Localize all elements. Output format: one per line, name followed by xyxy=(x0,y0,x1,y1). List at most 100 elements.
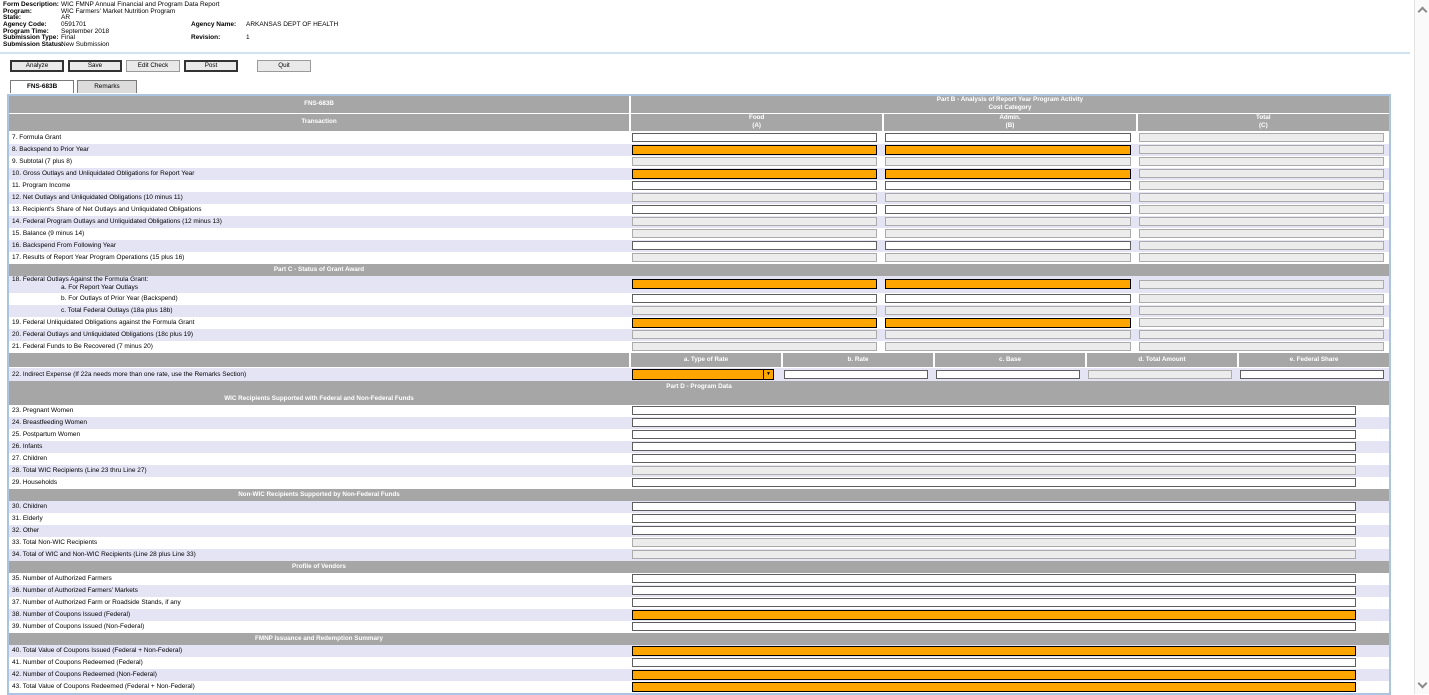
form-id-header-text: FNS-683B xyxy=(304,100,334,108)
input-line-31[interactable] xyxy=(632,514,1356,524)
row-fields-35 xyxy=(629,574,1389,584)
cell-29-value xyxy=(629,478,1389,488)
cell-10-total-c xyxy=(1136,169,1389,179)
input-line-9-admin-b xyxy=(885,157,1131,167)
dropdown-arrow-icon[interactable]: ▼ xyxy=(763,369,773,379)
cell-43-value xyxy=(629,681,1389,692)
input-line-43[interactable] xyxy=(632,681,1356,692)
row-fields-31 xyxy=(629,514,1389,524)
row-29: 29. Households xyxy=(9,476,1389,489)
cell-12-food-a xyxy=(629,193,882,203)
row-8: 8. Backspend to Prior Year xyxy=(9,143,1389,156)
input-line-22-rate[interactable] xyxy=(784,369,928,379)
row-15: 15. Balance (9 minus 14) xyxy=(9,227,1389,240)
row-label-37: 37. Number of Authorized Farm or Roadsid… xyxy=(12,599,181,607)
input-line-26[interactable] xyxy=(632,442,1356,452)
input-line-18b-admin-b[interactable] xyxy=(885,294,1131,304)
row-label-16: 16. Backspend From Following Year xyxy=(12,242,117,250)
input-line-41[interactable] xyxy=(632,658,1356,668)
cell-8-admin-b xyxy=(882,144,1135,155)
analyze-button[interactable]: Analyze xyxy=(10,59,64,72)
input-line-38[interactable] xyxy=(632,609,1356,620)
cell-13-food-a xyxy=(629,205,882,215)
row-label-23: 23. Pregnant Women xyxy=(12,407,74,415)
cell-20-admin-b xyxy=(882,330,1135,340)
input-line-29[interactable] xyxy=(632,478,1356,488)
input-line-24[interactable] xyxy=(632,418,1356,428)
rate-header-blank-cell xyxy=(9,352,629,367)
input-line-21-total-c xyxy=(1138,342,1384,352)
input-line-19-total-c xyxy=(1138,318,1384,328)
input-line-13-food-a[interactable] xyxy=(632,205,878,215)
input-line-22-base[interactable] xyxy=(936,369,1080,379)
input-line-8-food-a[interactable] xyxy=(632,144,878,155)
input-line-18a-food-a[interactable] xyxy=(632,279,878,290)
section-header-profile-of-vendors: Profile of Vendors xyxy=(9,560,1389,573)
cell-37-value xyxy=(629,598,1389,608)
header-divider xyxy=(0,51,1410,54)
input-line-8-admin-b[interactable] xyxy=(885,144,1131,155)
input-line-11-total-c xyxy=(1138,181,1384,191)
info-value-submission-status: New Submission xyxy=(61,41,110,49)
column-header-line1: Food xyxy=(748,114,765,122)
input-line-7-admin-b[interactable] xyxy=(885,133,1131,143)
row-fields-42 xyxy=(629,669,1389,680)
cell-18c-food-a xyxy=(629,306,882,316)
input-line-7-food-a[interactable] xyxy=(632,133,878,143)
input-line-36[interactable] xyxy=(632,586,1356,596)
row-label-13: 13. Recipient's Share of Net Outlays and… xyxy=(12,206,202,214)
cell-15-admin-b xyxy=(882,229,1135,239)
input-line-27[interactable] xyxy=(632,454,1356,464)
input-line-25[interactable] xyxy=(632,430,1356,440)
row-fields-32 xyxy=(629,526,1389,536)
cell-22-type-of-rate: ▼ xyxy=(629,368,781,380)
input-line-19-admin-b[interactable] xyxy=(885,317,1131,328)
input-line-32[interactable] xyxy=(632,526,1356,536)
input-line-42[interactable] xyxy=(632,669,1356,680)
input-line-22-type-of-rate-select[interactable]: ▼ xyxy=(632,368,774,380)
quit-button[interactable]: Quit xyxy=(257,59,311,72)
tab-remarks[interactable]: Remarks xyxy=(77,79,137,93)
save-button[interactable]: Save xyxy=(68,59,122,72)
input-line-40[interactable] xyxy=(632,645,1356,656)
input-line-18a-admin-b[interactable] xyxy=(885,279,1131,290)
input-line-18c-total-c xyxy=(1138,306,1384,316)
input-line-39[interactable] xyxy=(632,622,1356,632)
info-row-state: State: AR xyxy=(3,15,1429,22)
row-37: 37. Number of Authorized Farm or Roadsid… xyxy=(9,596,1389,609)
input-line-10-admin-b[interactable] xyxy=(885,168,1131,179)
input-line-11-admin-b[interactable] xyxy=(885,181,1131,191)
input-line-23[interactable] xyxy=(632,406,1356,416)
cell-18a-food-a xyxy=(629,279,882,290)
input-line-16-food-a[interactable] xyxy=(632,241,878,251)
scroll-down-arrow-icon[interactable] xyxy=(1415,677,1429,692)
edit-check-button[interactable]: Edit Check xyxy=(126,59,180,72)
cell-9-total-c xyxy=(1136,157,1389,167)
input-line-10-food-a[interactable] xyxy=(632,168,878,179)
input-line-28 xyxy=(632,466,1356,476)
input-line-17-total-c xyxy=(1138,253,1384,263)
input-line-18b-food-a[interactable] xyxy=(632,294,878,304)
input-line-37[interactable] xyxy=(632,598,1356,608)
row-label-43: 43. Total Value of Coupons Redeemed (Fed… xyxy=(12,683,195,691)
info-label-revision: Revision: xyxy=(191,34,221,42)
row-fields-15 xyxy=(629,229,1389,239)
tab-fns-683b[interactable]: FNS-683B xyxy=(10,79,75,93)
post-button[interactable]: Post xyxy=(184,59,238,72)
input-line-30[interactable] xyxy=(632,502,1356,512)
row-label-line1: 18. Federal Outlays Against the Formula … xyxy=(12,276,149,284)
cell-13-total-c xyxy=(1136,205,1389,215)
vertical-scrollbar[interactable] xyxy=(1414,0,1429,694)
input-line-19-food-a[interactable] xyxy=(632,317,878,328)
info-label-agency-name: Agency Name: xyxy=(191,21,237,29)
row-label-18c: c. Total Federal Outlays (18a plus 18b) xyxy=(61,307,173,315)
input-line-11-food-a[interactable] xyxy=(632,181,878,191)
input-line-35[interactable] xyxy=(632,574,1356,584)
input-line-22-federal-share[interactable] xyxy=(1240,369,1384,379)
scroll-up-arrow-icon[interactable] xyxy=(1415,2,1429,17)
column-header-admin: Admin. (B) xyxy=(884,113,1136,131)
input-line-16-admin-b[interactable] xyxy=(885,241,1131,251)
cell-18a-total-c xyxy=(1136,279,1389,289)
input-line-13-admin-b[interactable] xyxy=(885,205,1131,215)
row-fields-25 xyxy=(629,430,1389,440)
